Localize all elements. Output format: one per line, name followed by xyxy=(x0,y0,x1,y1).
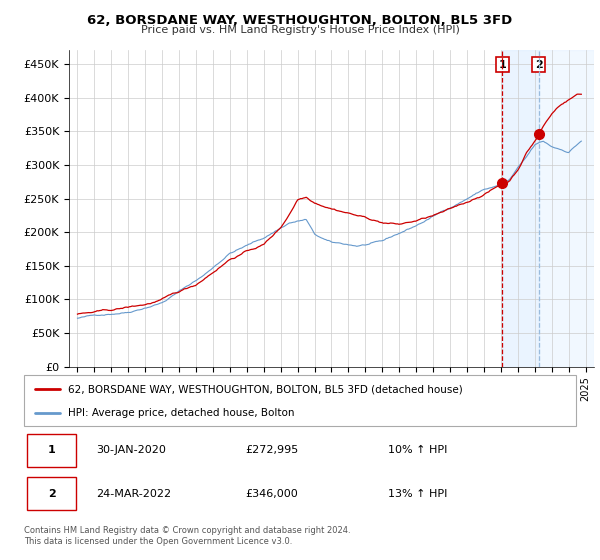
Text: 1: 1 xyxy=(48,445,55,455)
Text: 62, BORSDANE WAY, WESTHOUGHTON, BOLTON, BL5 3FD: 62, BORSDANE WAY, WESTHOUGHTON, BOLTON, … xyxy=(88,14,512,27)
Text: 2: 2 xyxy=(535,59,542,69)
Bar xyxy=(502,50,539,367)
Text: Price paid vs. HM Land Registry's House Price Index (HPI): Price paid vs. HM Land Registry's House … xyxy=(140,25,460,35)
Text: 13% ↑ HPI: 13% ↑ HPI xyxy=(388,489,448,499)
Text: 2: 2 xyxy=(48,489,55,499)
Text: Contains HM Land Registry data © Crown copyright and database right 2024.
This d: Contains HM Land Registry data © Crown c… xyxy=(24,526,350,546)
Text: £272,995: £272,995 xyxy=(245,445,298,455)
Text: 30-JAN-2020: 30-JAN-2020 xyxy=(96,445,166,455)
Bar xyxy=(27,477,76,510)
Text: HPI: Average price, detached house, Bolton: HPI: Average price, detached house, Bolt… xyxy=(68,408,295,418)
Text: 1: 1 xyxy=(499,59,506,69)
Bar xyxy=(539,50,594,367)
Text: 24-MAR-2022: 24-MAR-2022 xyxy=(96,489,171,499)
Text: £346,000: £346,000 xyxy=(245,489,298,499)
Text: 10% ↑ HPI: 10% ↑ HPI xyxy=(388,445,448,455)
Text: 62, BORSDANE WAY, WESTHOUGHTON, BOLTON, BL5 3FD (detached house): 62, BORSDANE WAY, WESTHOUGHTON, BOLTON, … xyxy=(68,384,463,394)
Bar xyxy=(27,434,76,467)
